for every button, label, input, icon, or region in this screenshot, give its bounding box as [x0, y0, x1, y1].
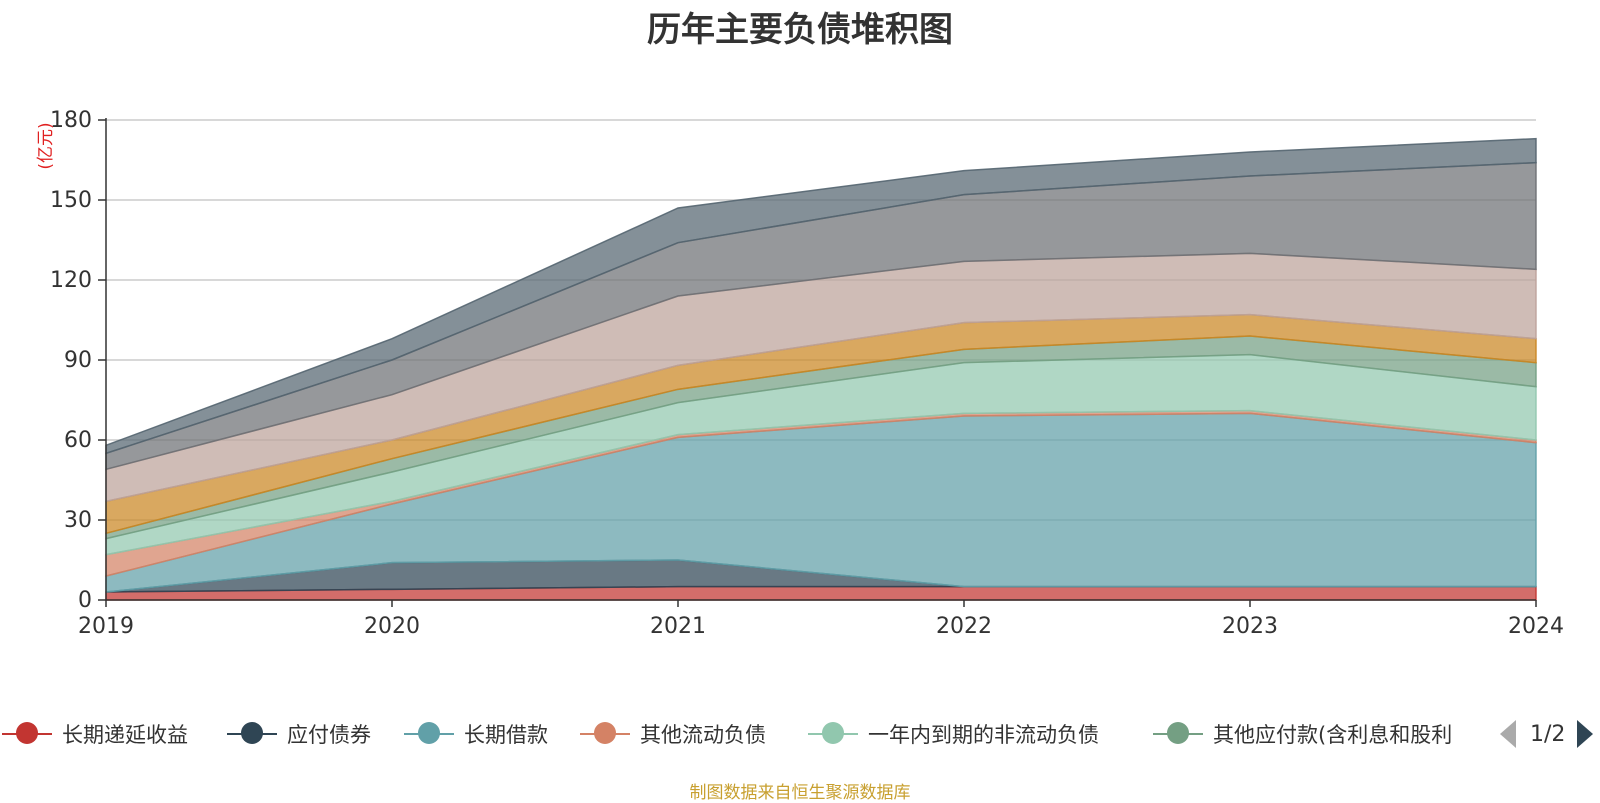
x-tick-label: 2024	[1508, 614, 1564, 639]
legend-label: 其他流动负债	[640, 723, 766, 747]
legend-dot-icon	[822, 722, 844, 744]
legend-item[interactable]: 应付债券	[227, 712, 371, 756]
legend-label: 长期借款	[464, 723, 548, 747]
x-tick-label: 2019	[78, 614, 134, 639]
x-tick-label: 2022	[936, 614, 992, 639]
y-tick-label: 120	[50, 268, 92, 293]
x-tick-label: 2021	[650, 614, 706, 639]
x-tick-label: 2023	[1222, 614, 1278, 639]
legend-pager: 1/2	[1500, 712, 1594, 756]
y-tick-label: 180	[50, 108, 92, 133]
area-series-9	[105, 137, 1537, 455]
legend-next-page-icon[interactable]	[1577, 720, 1594, 748]
legend-dot-icon	[241, 722, 263, 744]
legend-prev-page-icon[interactable]	[1500, 720, 1516, 748]
legend-marker-icon	[227, 722, 277, 744]
legend-label: 其他应付款(含利息和股利	[1213, 723, 1453, 747]
legend-item[interactable]: 其他应付款(含利息和股利	[1153, 712, 1452, 756]
source-note: 制图数据来自恒生聚源数据库	[689, 783, 911, 803]
legend-dot-icon	[418, 722, 440, 744]
y-tick-label: 150	[50, 188, 92, 213]
legend: 长期递延收益 应付债券 长期借款 其他流动负债 一年内到期的非流动负债 其他应付款(含利息…	[0, 712, 1600, 756]
legend-item[interactable]: 长期递延收益	[2, 712, 188, 756]
legend-label: 长期递延收益	[62, 723, 188, 747]
chart-title: 历年主要负债堆积图	[647, 10, 953, 50]
legend-dot-icon	[16, 722, 38, 744]
legend-marker-icon	[580, 722, 630, 744]
legend-item[interactable]: 长期借款	[404, 712, 548, 756]
x-tick-label: 2020	[364, 614, 420, 639]
legend-marker-icon	[2, 722, 52, 744]
legend-item[interactable]: 一年内到期的非流动负债	[808, 712, 1099, 756]
y-axis-unit-label: (亿元)	[36, 122, 56, 169]
legend-marker-icon	[404, 722, 454, 744]
legend-marker-icon	[808, 722, 858, 744]
y-tick-label: 60	[64, 428, 92, 453]
legend-label: 一年内到期的非流动负债	[868, 723, 1099, 747]
legend-marker-icon	[1153, 722, 1203, 744]
legend-page-indicator: 1/2	[1530, 721, 1566, 747]
y-tick-label: 90	[64, 348, 92, 373]
legend-dot-icon	[1167, 722, 1189, 744]
y-tick-label: 30	[64, 508, 92, 533]
legend-dot-icon	[594, 722, 616, 744]
legend-item[interactable]: 其他流动负债	[580, 712, 766, 756]
legend-label: 应付债券	[287, 723, 371, 747]
y-tick-label: 0	[78, 588, 92, 613]
